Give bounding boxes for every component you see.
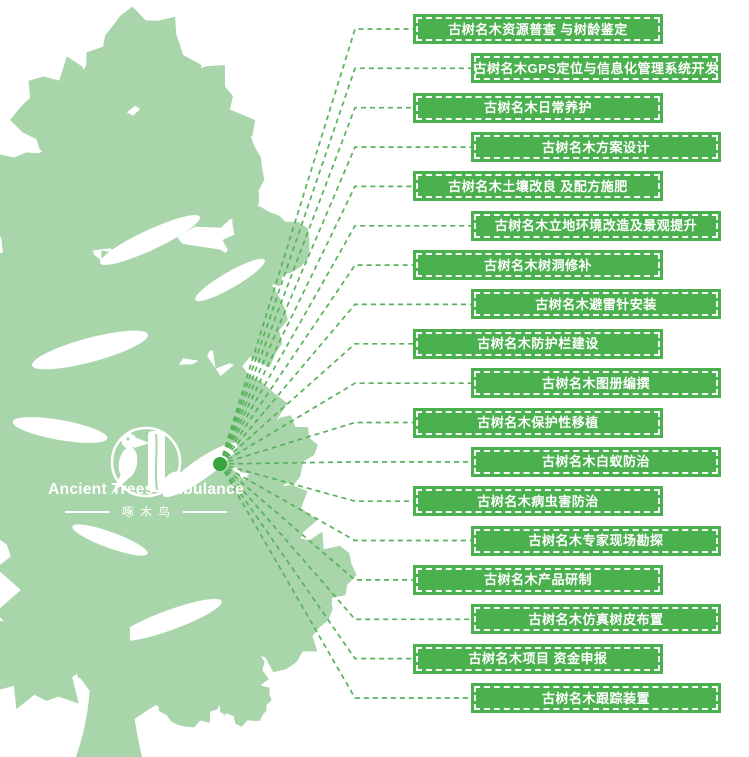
banner-dashed-border	[416, 17, 660, 41]
service-label: 古树名木白蚁防治	[541, 454, 650, 470]
connector-line	[219, 106, 413, 465]
tree-canopy	[0, 6, 357, 728]
connector-line	[219, 461, 471, 465]
banner-dashed-border	[474, 135, 718, 160]
service-label: 古树名木GPS定位与信息化管理系统开发	[473, 60, 719, 76]
service-label: 古树名木跟踪装置	[541, 690, 650, 706]
service-label: 古树名木避雷针安装	[535, 296, 657, 312]
branch-gap-notches	[12, 215, 265, 642]
service-label: 古树名木防护栏建设	[477, 336, 599, 352]
service-label: 古树名木日常养护	[483, 100, 592, 116]
banner-dashed-border	[474, 686, 718, 710]
service-banner: 古树名木产品研制	[413, 564, 663, 595]
service-banner: 古树名木图册编撰	[471, 368, 721, 399]
banner-dashed-border	[416, 410, 660, 435]
service-banner: 古树名木土壤改良 及配方施肥	[413, 171, 663, 202]
service-label: 古树名木方案设计	[541, 139, 650, 155]
service-label: 古树名木图册编撰	[541, 375, 650, 391]
logo-wordmark: Ancient Trees Ambulance 啄木鸟	[41, 481, 251, 520]
banner-dashed-border	[416, 567, 660, 592]
service-banner: 古树名木立地环境改造及景观提升	[471, 210, 721, 241]
banner-dashed-border	[474, 449, 718, 474]
connector-line	[219, 264, 413, 465]
service-banner: 古树名木项目 资金申报	[413, 643, 663, 674]
hub-dot	[213, 457, 227, 471]
banner-dashed-border	[416, 646, 660, 671]
banner-dashed-border	[474, 528, 718, 553]
service-banner: 古树名木白蚁防治	[471, 446, 721, 477]
service-label: 古树名木项目 资金申报	[468, 651, 608, 667]
banner-dashed-border	[474, 56, 718, 81]
subtitle-rule-right	[183, 510, 227, 513]
banner-dashed-border	[474, 371, 718, 396]
service-label: 古树名木病虫害防治	[477, 493, 599, 509]
service-label: 古树名木保护性移植	[477, 415, 599, 430]
service-label: 古树名木土壤改良 及配方施肥	[448, 178, 628, 194]
connector-line	[219, 185, 413, 465]
banner-dashed-border	[474, 607, 718, 632]
logo-subtitle: 啄木鸟	[41, 503, 251, 520]
service-banner: 古树名木防护栏建设	[413, 328, 663, 359]
connector-line	[219, 421, 413, 465]
banner-dashed-border	[474, 213, 718, 238]
service-banner: 古树名木专家现场勘探	[471, 525, 721, 556]
banner-dashed-border	[416, 331, 660, 356]
service-label: 古树名木产品研制	[483, 572, 592, 588]
service-label: 古树名木专家现场勘探	[528, 533, 664, 548]
banner-dashed-border	[416, 253, 660, 278]
service-banner: 古树名木方案设计	[471, 132, 721, 163]
service-banner: 古树名木保护性移植	[413, 407, 663, 438]
service-banner: 古树名木日常养护	[413, 92, 663, 123]
service-banner: 古树名木资源普查 与树龄鉴定	[413, 14, 663, 44]
service-banner: 古树名木避雷针安装	[471, 289, 721, 320]
banner-dashed-border	[416, 95, 660, 120]
service-banner: 古树名木跟踪装置	[471, 683, 721, 713]
service-banner: 古树名木树洞修补	[413, 250, 663, 281]
banner-dashed-border	[416, 489, 660, 514]
service-label: 古树名木资源普查 与树龄鉴定	[448, 21, 628, 37]
logo-subtitle-text: 啄木鸟	[121, 505, 176, 519]
banner-dashed-border	[474, 292, 718, 317]
connector-line	[219, 342, 413, 465]
banner-dashed-border	[416, 174, 660, 199]
service-banner: 古树名木GPS定位与信息化管理系统开发	[471, 53, 721, 84]
service-banner: 古树名木病虫害防治	[413, 486, 663, 517]
service-label: 古树名木树洞修补	[483, 257, 592, 273]
connector-line	[219, 28, 413, 465]
logo-title: Ancient Trees Ambulance	[48, 481, 244, 498]
tree-trunk	[76, 628, 142, 757]
subtitle-rule-left	[64, 510, 109, 513]
service-banner: 古树名木仿真树皮布置	[471, 604, 721, 635]
service-label: 古树名木仿真树皮布置	[528, 611, 664, 627]
service-label: 古树名木立地环境改造及景观提升	[494, 218, 698, 234]
